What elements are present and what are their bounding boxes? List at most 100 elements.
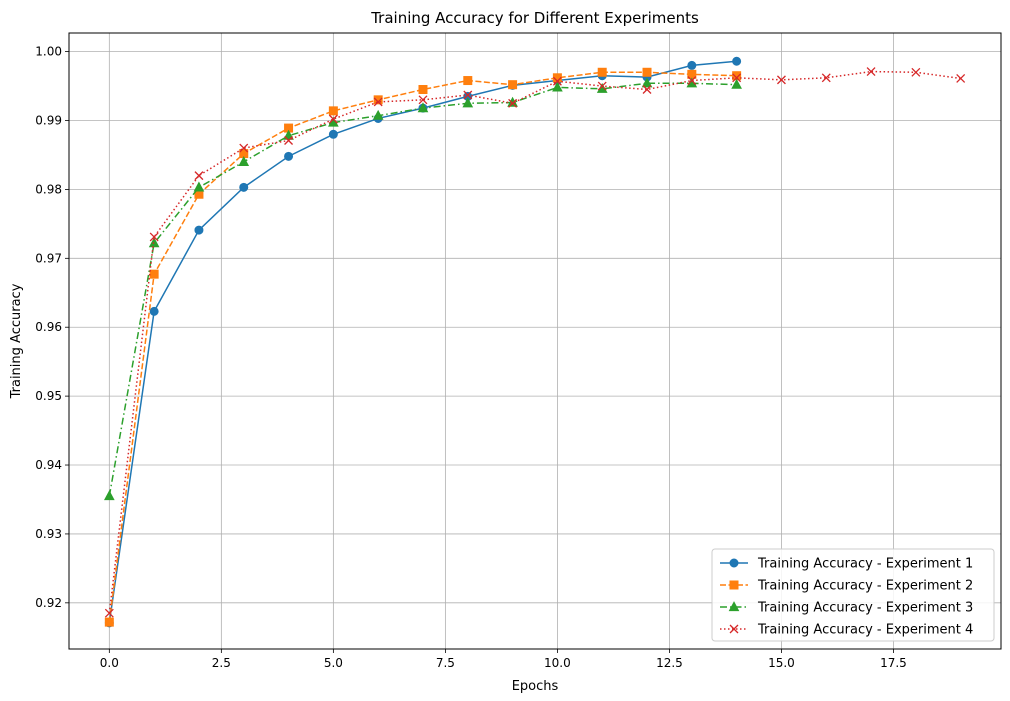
- marker-x-stroke: [911, 67, 921, 77]
- series-1-point: [732, 56, 742, 66]
- series-3-point: [193, 181, 205, 192]
- series-3-point: [283, 129, 294, 140]
- chart-title: Training Accuracy for Different Experime…: [370, 9, 699, 27]
- plot-frame: [68, 32, 1002, 650]
- series-2: [104, 67, 742, 627]
- tick-layer: 0.0 2.5 5.0 7.5 10.0 12.5 15.0 17.5 0.92 0.93 0.94…: [35, 45, 907, 670]
- series-4-point: [732, 73, 742, 83]
- series-1-point: [284, 151, 294, 161]
- series-4: [104, 67, 966, 618]
- marker-x-stroke: [149, 232, 159, 242]
- y-tick-label: 0.92: [35, 596, 62, 610]
- series-3-point: [417, 102, 429, 113]
- series-3-point: [462, 97, 474, 108]
- series-2-point: [418, 85, 428, 95]
- marker-x-stroke: [732, 73, 742, 83]
- legend-marker: [729, 580, 739, 590]
- legend-item-4: Training Accuracy - Experiment 4: [720, 623, 973, 638]
- x-tick-label: 7.5: [436, 656, 455, 670]
- marker-x-stroke: [776, 75, 786, 85]
- series-4-point: [194, 171, 204, 181]
- series-4-point: [239, 143, 249, 153]
- marker-x-stroke: [373, 97, 383, 107]
- marker-x-stroke: [463, 90, 473, 100]
- x-tick-label: 5.0: [324, 656, 343, 670]
- series-1-point: [149, 306, 159, 316]
- y-tick-label: 0.99: [35, 114, 62, 128]
- legend-marker: [729, 624, 739, 634]
- y-tick-label: 0.97: [35, 251, 62, 265]
- series-4-point: [956, 74, 966, 83]
- legend-item-3: Training Accuracy - Experiment 3: [720, 601, 973, 616]
- series-3-point: [238, 155, 250, 166]
- series-layer: [103, 56, 966, 628]
- x-tick-label: 12.5: [656, 656, 683, 670]
- series-3-point: [641, 77, 653, 88]
- series-1-point: [687, 60, 697, 70]
- marker-x-stroke: [284, 136, 294, 145]
- series-3-point: [552, 81, 563, 92]
- series-4-point: [552, 76, 562, 86]
- y-tick-label: 0.93: [35, 527, 62, 541]
- marker-x-stroke: [956, 74, 966, 83]
- legend-marker: [728, 601, 740, 612]
- x-axis-label: Epochs: [512, 679, 559, 694]
- x-tick-label: 2.5: [212, 656, 231, 670]
- series-1-point: [239, 182, 249, 192]
- series-2-point: [104, 617, 114, 627]
- marker-x-stroke: [642, 85, 652, 94]
- legend-marker: [729, 558, 739, 568]
- marker-x-stroke: [597, 81, 607, 91]
- legend-label: Training Accuracy - Experiment 1: [757, 557, 973, 572]
- marker-x-stroke: [328, 114, 338, 124]
- series-4-point: [463, 90, 473, 100]
- series-2-point: [149, 269, 159, 279]
- series-2-point: [508, 80, 518, 90]
- marker-x-stroke: [104, 608, 114, 618]
- legend-label: Training Accuracy - Experiment 2: [757, 579, 973, 594]
- x-tick-label: 15.0: [768, 656, 795, 670]
- marker-x-stroke: [821, 73, 831, 83]
- series-2-point: [328, 106, 338, 116]
- series-2-point: [463, 76, 473, 86]
- series-2-line: [108, 71, 737, 623]
- y-tick-label: 0.95: [35, 389, 62, 403]
- x-tick-label: 10.0: [544, 656, 571, 670]
- marker-x-stroke: [729, 624, 739, 634]
- series-4-point: [284, 136, 294, 145]
- legend: Training Accuracy - Experiment 1 Training…: [711, 548, 995, 642]
- marker-x-stroke: [418, 95, 428, 105]
- series-4-point: [597, 81, 607, 91]
- series-4-point: [866, 67, 876, 77]
- series-3-point: [103, 490, 115, 501]
- series-1-point: [328, 129, 338, 139]
- series-4-point: [328, 114, 338, 124]
- series-3-point: [731, 78, 742, 89]
- legend-label: Training Accuracy - Experiment 4: [757, 623, 973, 638]
- series-2-point: [642, 67, 652, 77]
- series-4-point: [776, 75, 786, 85]
- marker-x-stroke: [508, 98, 518, 108]
- series-4-point: [104, 608, 114, 618]
- series-4-point: [642, 85, 652, 94]
- y-tick-label: 0.98: [35, 182, 62, 196]
- y-axis-label: Training Accuracy: [9, 283, 24, 399]
- marker-x-stroke: [552, 76, 562, 86]
- series-4-point: [373, 97, 383, 107]
- x-tick-label: 17.5: [880, 656, 907, 670]
- x-tick-label: 0.0: [100, 656, 119, 670]
- legend-item-2: Training Accuracy - Experiment 2: [720, 579, 973, 594]
- series-2-point: [597, 67, 607, 77]
- marker-x-stroke: [194, 171, 204, 181]
- series-1-point: [194, 225, 204, 235]
- legend-label: Training Accuracy - Experiment 3: [757, 601, 973, 616]
- series-4-point: [418, 95, 428, 105]
- marker-x-stroke: [687, 76, 697, 86]
- legend-box: [711, 548, 995, 642]
- legend-item-1: Training Accuracy - Experiment 1: [720, 557, 973, 572]
- series-3-point: [372, 109, 384, 120]
- y-tick-label: 0.94: [35, 458, 62, 472]
- series-4-point: [687, 76, 697, 86]
- marker-x-stroke: [866, 67, 876, 77]
